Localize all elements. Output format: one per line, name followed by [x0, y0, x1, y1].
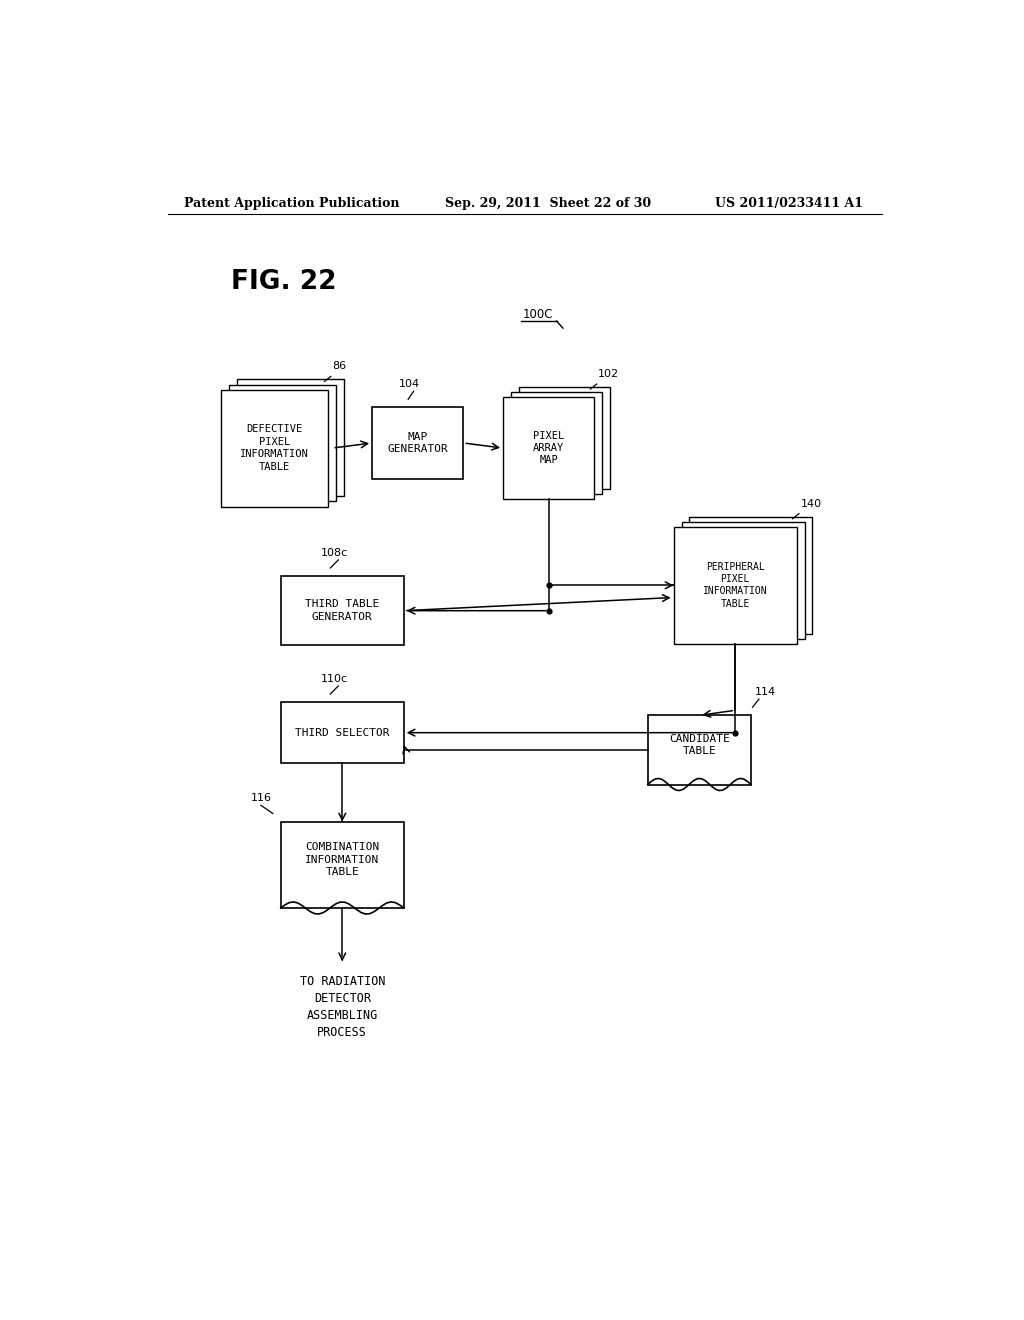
FancyBboxPatch shape — [511, 392, 602, 494]
Text: 114: 114 — [755, 688, 776, 697]
Text: US 2011/0233411 A1: US 2011/0233411 A1 — [715, 197, 863, 210]
Text: PIXEL
ARRAY
MAP: PIXEL ARRAY MAP — [532, 430, 564, 466]
Text: 86: 86 — [333, 362, 346, 371]
Text: 116: 116 — [251, 793, 271, 804]
Text: FIG. 22: FIG. 22 — [231, 269, 337, 296]
FancyBboxPatch shape — [281, 821, 403, 908]
Text: THIRD SELECTOR: THIRD SELECTOR — [295, 727, 389, 738]
Text: Sep. 29, 2011  Sheet 22 of 30: Sep. 29, 2011 Sheet 22 of 30 — [445, 197, 651, 210]
Text: 140: 140 — [801, 499, 821, 508]
FancyBboxPatch shape — [648, 715, 751, 784]
FancyBboxPatch shape — [281, 576, 403, 645]
FancyBboxPatch shape — [372, 408, 463, 479]
Text: 110c: 110c — [321, 675, 348, 684]
Text: MAP
GENERATOR: MAP GENERATOR — [387, 432, 449, 454]
FancyBboxPatch shape — [503, 397, 594, 499]
Text: 100C: 100C — [522, 308, 553, 321]
FancyBboxPatch shape — [674, 527, 797, 644]
Text: 104: 104 — [399, 379, 420, 389]
FancyBboxPatch shape — [238, 379, 344, 496]
Text: TO RADIATION
DETECTOR
ASSEMBLING
PROCESS: TO RADIATION DETECTOR ASSEMBLING PROCESS — [300, 975, 385, 1039]
FancyBboxPatch shape — [281, 702, 403, 763]
FancyBboxPatch shape — [519, 387, 610, 488]
Text: 102: 102 — [598, 370, 620, 379]
Text: DEFECTIVE
PIXEL
INFORMATION
TABLE: DEFECTIVE PIXEL INFORMATION TABLE — [241, 425, 309, 471]
Text: CANDIDATE
TABLE: CANDIDATE TABLE — [669, 734, 730, 756]
FancyBboxPatch shape — [689, 516, 812, 634]
FancyBboxPatch shape — [682, 521, 805, 639]
Text: COMBINATION
INFORMATION
TABLE: COMBINATION INFORMATION TABLE — [305, 842, 380, 876]
Text: Patent Application Publication: Patent Application Publication — [183, 197, 399, 210]
Text: THIRD TABLE
GENERATOR: THIRD TABLE GENERATOR — [305, 599, 380, 622]
FancyBboxPatch shape — [229, 384, 336, 502]
Text: PERIPHERAL
PIXEL
INFORMATION
TABLE: PERIPHERAL PIXEL INFORMATION TABLE — [702, 562, 767, 609]
FancyBboxPatch shape — [221, 389, 329, 507]
Text: 108c: 108c — [321, 548, 348, 558]
